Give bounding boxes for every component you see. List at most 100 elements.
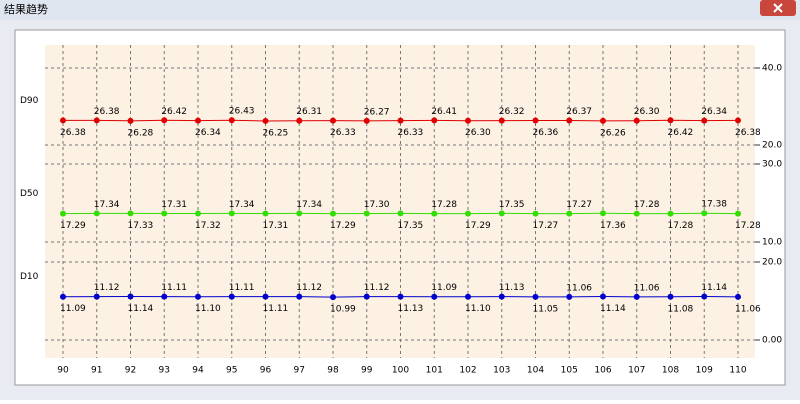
x-tick-label: 101	[426, 366, 443, 376]
y-tick-label: 20.0	[762, 258, 782, 268]
data-label: 11.10	[195, 304, 221, 314]
data-label: 17.35	[398, 221, 424, 231]
data-label: 17.31	[263, 221, 289, 231]
data-point	[296, 294, 302, 300]
data-point	[634, 294, 640, 300]
data-point	[701, 210, 707, 216]
data-point	[263, 210, 269, 216]
data-point	[128, 294, 134, 300]
x-tick-label: 109	[696, 366, 713, 376]
data-label: 17.29	[465, 221, 491, 231]
data-point	[296, 210, 302, 216]
data-label: 26.30	[634, 107, 660, 117]
x-tick-label: 92	[125, 366, 136, 376]
data-point	[398, 118, 404, 124]
x-tick-label: 100	[392, 366, 409, 376]
data-point	[735, 294, 741, 300]
series-label: D90	[20, 96, 39, 106]
data-point	[668, 117, 674, 123]
data-label: 26.42	[161, 107, 187, 117]
data-point	[128, 118, 134, 124]
x-tick-label: 110	[729, 366, 746, 376]
x-tick-label: 94	[192, 366, 204, 376]
data-label: 17.27	[533, 221, 559, 231]
data-label: 17.28	[735, 221, 761, 231]
x-tick-label: 97	[294, 366, 305, 376]
data-point	[668, 294, 674, 300]
data-label: 26.34	[195, 128, 221, 138]
x-tick-label: 107	[628, 366, 645, 376]
data-label: 11.11	[161, 283, 187, 293]
data-label: 26.38	[94, 107, 120, 117]
data-label: 26.31	[296, 107, 322, 117]
data-label: 17.36	[600, 221, 626, 231]
data-point	[263, 118, 269, 124]
data-label: 11.08	[668, 304, 694, 314]
data-point	[499, 118, 505, 124]
data-label: 11.14	[701, 283, 727, 293]
data-point	[94, 210, 100, 216]
data-label: 11.09	[60, 304, 86, 314]
data-point	[735, 211, 741, 217]
data-point	[330, 294, 336, 300]
data-point	[229, 294, 235, 300]
data-label: 26.42	[668, 128, 694, 138]
data-label: 26.33	[330, 128, 356, 138]
y-tick-label: 0.00	[762, 336, 782, 346]
data-label: 11.12	[296, 283, 322, 293]
data-label: 11.14	[600, 304, 626, 314]
data-label: 17.35	[499, 200, 525, 210]
x-tick-label: 91	[91, 366, 102, 376]
data-label: 17.28	[634, 200, 660, 210]
data-label: 11.14	[128, 304, 154, 314]
data-label: 11.12	[94, 283, 120, 293]
data-label: 17.28	[431, 200, 457, 210]
data-label: 26.36	[533, 128, 559, 138]
data-point	[600, 118, 606, 124]
data-label: 11.11	[263, 304, 289, 314]
data-label: 11.11	[229, 283, 255, 293]
data-label: 11.06	[566, 283, 592, 293]
x-tick-label: 102	[459, 366, 476, 376]
x-tick-label: 106	[594, 366, 611, 376]
series-label: D50	[20, 189, 39, 199]
data-label: 11.10	[465, 304, 491, 314]
data-point	[330, 118, 336, 124]
x-tick-label: 99	[361, 366, 373, 376]
data-label: 26.38	[735, 128, 761, 138]
data-point	[431, 211, 437, 217]
data-label: 11.09	[431, 283, 457, 293]
data-point	[229, 117, 235, 123]
data-label: 11.06	[735, 304, 761, 314]
data-point	[364, 118, 370, 124]
series-label: D10	[20, 272, 39, 282]
data-point	[330, 211, 336, 217]
data-point	[60, 117, 66, 123]
data-label: 26.34	[701, 107, 727, 117]
data-label: 17.33	[128, 221, 154, 231]
data-point	[634, 118, 640, 124]
data-point	[465, 118, 471, 124]
data-label: 17.27	[566, 200, 592, 210]
data-point	[600, 210, 606, 216]
data-point	[499, 210, 505, 216]
data-point	[263, 294, 269, 300]
data-point	[60, 294, 66, 300]
data-point	[364, 294, 370, 300]
data-label: 17.31	[161, 200, 187, 210]
data-label: 11.06	[634, 283, 660, 293]
x-tick-label: 108	[662, 366, 679, 376]
data-point	[94, 117, 100, 123]
data-label: 26.38	[60, 128, 86, 138]
y-tick-label: 30.0	[762, 160, 782, 170]
x-tick-label: 95	[226, 366, 237, 376]
data-point	[499, 294, 505, 300]
data-point	[668, 211, 674, 217]
y-tick-label: 40.0	[762, 64, 782, 74]
x-tick-label: 93	[159, 366, 170, 376]
data-label: 11.05	[533, 304, 559, 314]
data-label: 17.34	[94, 200, 120, 210]
data-point	[566, 117, 572, 123]
data-label: 26.30	[465, 128, 491, 138]
